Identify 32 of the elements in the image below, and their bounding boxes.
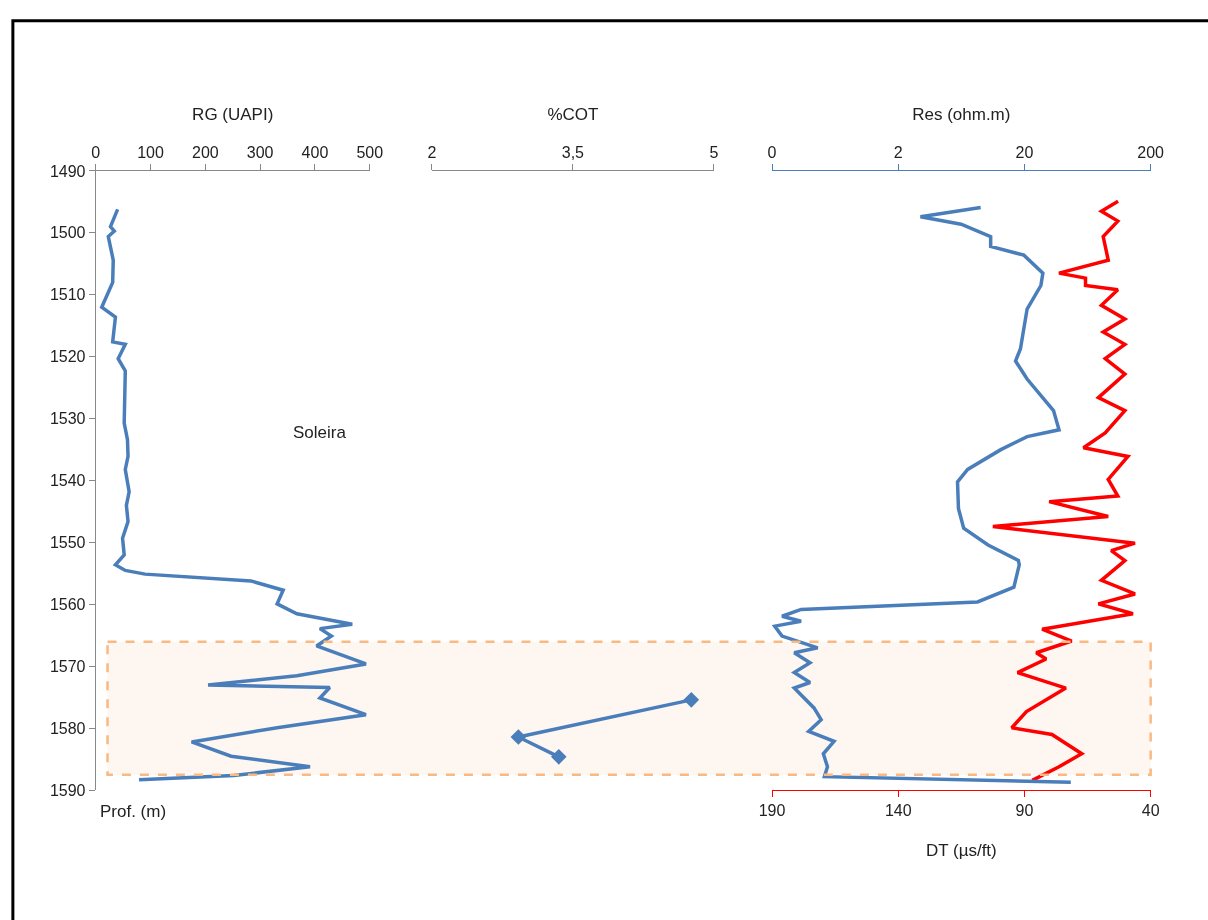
y-tick-label: 1590 xyxy=(49,781,86,799)
x-tick-label: 400 xyxy=(301,143,329,161)
y-tick-label: 1560 xyxy=(49,596,86,614)
text: Prof. (m) xyxy=(100,802,167,821)
x-tick-label: 40 xyxy=(1141,802,1160,820)
annotation: Soleira xyxy=(293,423,347,442)
x-tick-label: 100 xyxy=(137,143,164,161)
x-tick-label: 500 xyxy=(356,143,384,161)
y-tick-label: 1490 xyxy=(49,162,86,180)
x-tick-label: 140 xyxy=(884,802,912,820)
x2-tick-label: 20 xyxy=(1015,143,1034,161)
y-tick-label: 1540 xyxy=(49,472,86,490)
y-tick-label: 1500 xyxy=(49,224,86,242)
y-tick-label: 1530 xyxy=(49,410,86,428)
x-tick-label: 0 xyxy=(91,143,101,161)
x-axis-title: RG (UAPI) xyxy=(192,105,274,125)
x-tick-label: 5 xyxy=(709,143,719,161)
y-tick-label: 1520 xyxy=(49,348,86,366)
y-tick-label: 1550 xyxy=(49,534,86,552)
y-tick-label: 1570 xyxy=(49,658,86,675)
x-tick-label: 2 xyxy=(427,143,437,161)
x2-axis-title: Res (ohm.m) xyxy=(912,105,1011,125)
x-tick-label: 300 xyxy=(246,143,274,161)
x-axis-title: DT (µs/ft) xyxy=(925,840,997,860)
x-axis-title: %COT xyxy=(547,105,599,125)
y-tick-label: 1510 xyxy=(49,286,86,304)
line-series xyxy=(99,207,368,782)
y-tick-label: 1580 xyxy=(49,719,86,737)
x-tick-label: 3,5 xyxy=(561,143,585,161)
x-tick-label: 90 xyxy=(1015,802,1034,820)
x-tick-label: 200 xyxy=(191,143,219,161)
x-tick-label: 190 xyxy=(758,802,786,820)
